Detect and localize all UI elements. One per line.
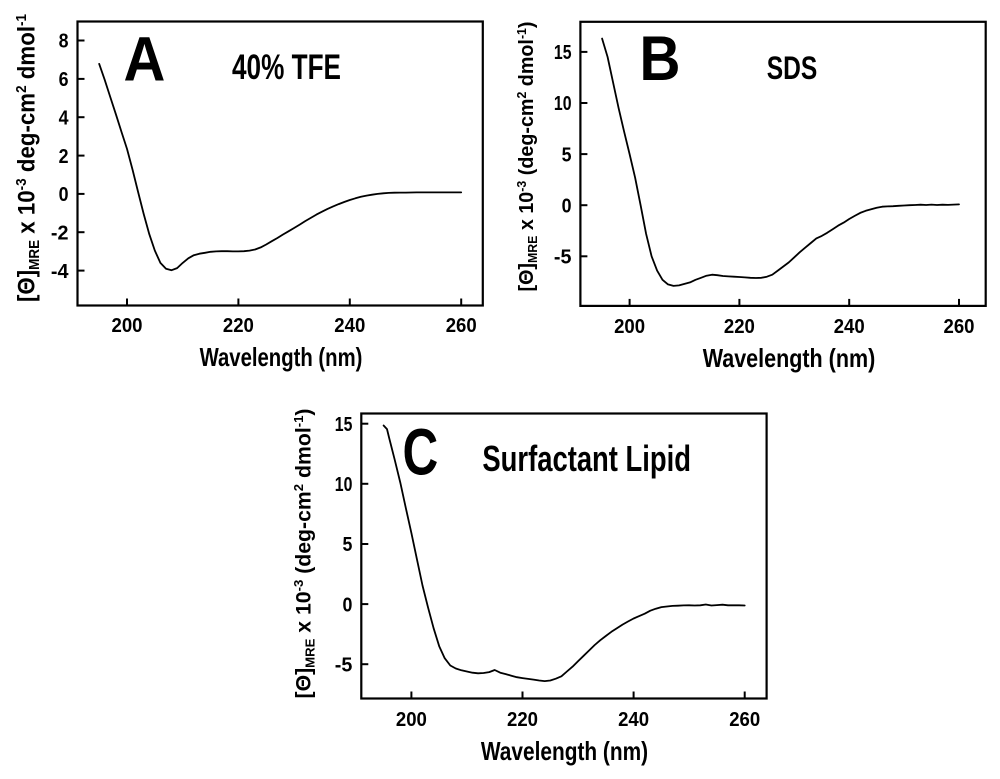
svg-text:C: C	[403, 416, 439, 490]
svg-text:200: 200	[112, 315, 143, 337]
svg-text:-5: -5	[335, 655, 353, 677]
svg-text:260: 260	[729, 709, 760, 731]
svg-text:0: 0	[343, 594, 353, 616]
svg-text:-5: -5	[554, 247, 572, 269]
svg-text:200: 200	[614, 316, 645, 338]
svg-text:SDS: SDS	[767, 50, 818, 86]
svg-text:0: 0	[562, 195, 572, 217]
svg-text:220: 220	[724, 316, 755, 338]
svg-text:Wavelength (nm): Wavelength (nm)	[481, 736, 648, 766]
svg-text:240: 240	[834, 316, 865, 338]
svg-text:Surfactant Lipid: Surfactant Lipid	[482, 438, 691, 479]
svg-text:15: 15	[554, 42, 572, 64]
svg-text:10: 10	[554, 93, 572, 115]
svg-text:5: 5	[562, 144, 572, 166]
svg-text:40% TFE: 40% TFE	[232, 48, 341, 87]
svg-text:A: A	[124, 23, 166, 94]
svg-text:260: 260	[446, 315, 477, 337]
svg-text:5: 5	[343, 534, 353, 556]
svg-text:10: 10	[335, 474, 353, 496]
svg-text:2: 2	[59, 146, 69, 168]
svg-text:15: 15	[335, 414, 353, 436]
svg-text:220: 220	[223, 315, 254, 337]
svg-text:240: 240	[334, 315, 365, 337]
svg-text:240: 240	[618, 709, 649, 731]
svg-text:200: 200	[396, 709, 427, 731]
svg-text:220: 220	[507, 709, 538, 731]
svg-text:6: 6	[59, 69, 69, 91]
svg-text:Wavelength (nm): Wavelength (nm)	[200, 342, 363, 372]
svg-text:260: 260	[944, 316, 975, 338]
svg-text:[Θ]MRE x 10-3 (deg-cm2 dmol-1): [Θ]MRE x 10-3 (deg-cm2 dmol-1)	[515, 22, 540, 292]
svg-text:4: 4	[59, 107, 70, 129]
svg-text:B: B	[640, 23, 681, 93]
svg-text:-2: -2	[51, 222, 69, 244]
svg-text:Wavelength (nm): Wavelength (nm)	[703, 343, 876, 373]
svg-text:-4: -4	[51, 261, 69, 283]
svg-text:[Θ]MRE x 10-3 deg-cm2 dmol-1: [Θ]MRE x 10-3 deg-cm2 dmol-1	[14, 14, 44, 302]
svg-text:8: 8	[59, 31, 69, 53]
svg-text:0: 0	[59, 184, 69, 206]
